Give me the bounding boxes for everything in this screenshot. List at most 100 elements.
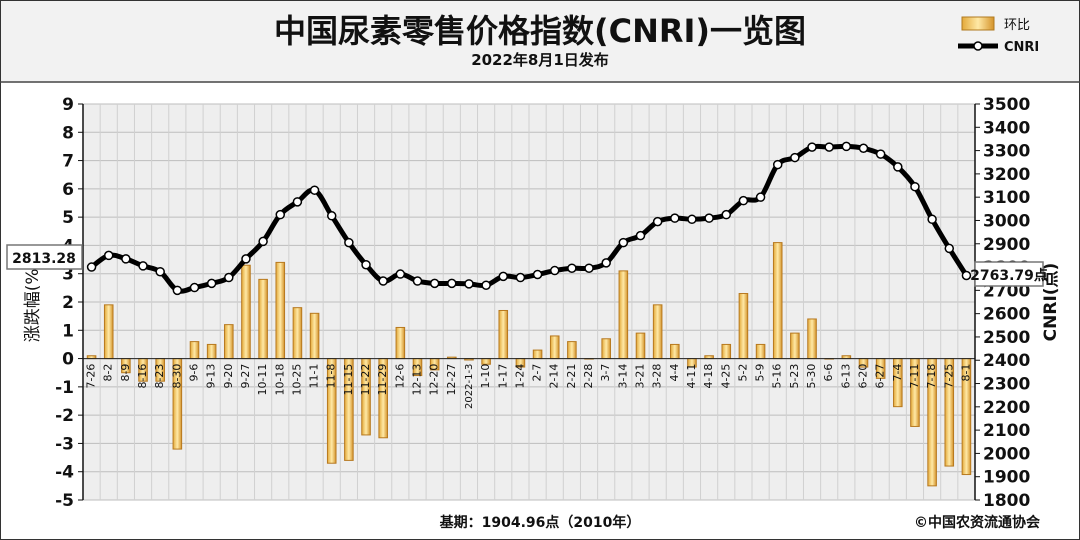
legend-line-marker (973, 41, 983, 51)
bar-2-14 (549, 335, 560, 360)
left-tick-label: 2 (62, 293, 74, 313)
bar-3-7 (601, 338, 611, 360)
cnri-point-2-14 (549, 265, 560, 276)
right-tick-label: 3400 (983, 118, 1030, 138)
right-tick-label: 2900 (983, 235, 1030, 255)
bar-1-17 (498, 309, 509, 360)
cnri-point-1-10 (481, 280, 491, 290)
bar-9-6 (189, 341, 200, 360)
left-tick-label: 5 (62, 208, 74, 228)
x-tick-label: 12-6 (393, 364, 406, 389)
x-tick-label: 8-16 (136, 364, 149, 389)
cnri-point-8-1 (961, 270, 972, 281)
x-tick-label: 5-9 (754, 364, 767, 382)
grid-lines (82, 103, 976, 501)
title-band (1, 1, 1079, 82)
left-tick-label: 0 (62, 350, 74, 370)
x-tick-label: 7-26 (85, 364, 98, 389)
bar-9-27 (241, 264, 251, 360)
x-tick-label: 11-1 (308, 364, 321, 389)
right-tick-label: 2300 (983, 375, 1030, 395)
cnri-point-8-30 (172, 285, 183, 296)
left-tick-label: -5 (55, 491, 74, 511)
x-tick-label: 6-6 (822, 364, 835, 382)
x-tick-label: 5-23 (788, 364, 801, 389)
cnri-point-7-11 (910, 181, 920, 192)
cnri-point-12-20 (429, 278, 440, 289)
x-tick-label: 8-1 (959, 364, 972, 382)
left-tick-label: 7 (62, 152, 74, 172)
left-tick-label: -1 (55, 378, 74, 398)
end-value-callout: 2763.79点 (970, 261, 1048, 287)
x-tick-label: 6-13 (839, 364, 852, 389)
cnri-point-8-9 (121, 254, 131, 264)
right-tick-label: 2600 (983, 305, 1030, 325)
right-tick-label: 2400 (983, 351, 1030, 371)
cnri-point-6-20 (858, 143, 869, 154)
cnri-point-2-7 (532, 269, 543, 280)
cnri-line-series (86, 141, 972, 296)
legend-bar-swatch (961, 16, 995, 31)
x-tick-label: 1-17 (496, 364, 509, 389)
x-tick-label: 10-25 (290, 364, 303, 396)
cnri-point-8-23 (155, 266, 165, 277)
cnri-line-path (90, 143, 969, 294)
x-tick-label: 11-22 (359, 364, 372, 396)
left-tick-label: -2 (55, 406, 74, 426)
x-tick-label: 2022-1-3 (464, 364, 475, 409)
x-tick-label: 12-27 (445, 364, 458, 396)
x-tick-label: 7-11 (908, 364, 921, 389)
bar-4-25 (721, 343, 732, 360)
x-tick-label: 4-4 (668, 364, 681, 382)
cnri-point-5-2 (738, 195, 749, 206)
x-tick-label: 12-20 (428, 364, 441, 396)
x-tick-label: 3-21 (634, 364, 647, 389)
cnri-point-11-29 (378, 276, 388, 286)
cnri-point-8-2 (103, 250, 114, 261)
cnri-point-9-13 (206, 278, 217, 289)
x-tick-label: 2-28 (582, 364, 595, 389)
x-tick-label: 11-29 (376, 364, 389, 396)
x-tick-label: 1-10 (479, 364, 492, 389)
right-tick-label: 3000 (983, 211, 1030, 231)
x-tick-label: 8-23 (153, 364, 166, 389)
cnri-point-12-6 (395, 269, 406, 279)
x-tick-label: 3-7 (599, 364, 612, 382)
right-tick-label: 2500 (983, 328, 1030, 348)
x-tick-label: 3-28 (651, 364, 664, 389)
bar-5-16 (772, 242, 783, 360)
cnri-point-5-16 (772, 159, 783, 170)
cnri-point-12-27 (447, 278, 457, 289)
left-tick-label: -4 (55, 463, 74, 483)
right-tick-label: 3500 (983, 95, 1030, 115)
bar-5-2 (738, 293, 749, 360)
left-tick-label: 3 (62, 265, 74, 285)
right-tick-label: 2200 (983, 398, 1030, 418)
x-tick-label: 4-25 (719, 364, 732, 389)
left-tick-label: -3 (55, 434, 74, 454)
cnri-point-11-8 (326, 211, 337, 221)
legend-bar-label: 环比 (1004, 18, 1030, 33)
cnri-point-10-25 (292, 197, 303, 207)
cnri-point-4-18 (704, 213, 714, 223)
bar-1-10 (481, 358, 491, 365)
bar-8-2 (103, 304, 114, 360)
cnri-point-7-25 (944, 243, 955, 254)
bar-10-18 (275, 261, 286, 360)
bar-2-7 (532, 349, 543, 360)
x-tick-label: 2-21 (565, 364, 578, 389)
bar-9-20 (224, 324, 234, 360)
cnri-point-6-6 (824, 142, 834, 152)
x-tick-label: 1-24 (513, 364, 526, 389)
chart-title: 中国尿素零售价格指数(CNRI)一览图 (274, 12, 806, 50)
cnri-point-10-11 (258, 236, 268, 247)
x-tick-label: 5-16 (771, 364, 784, 389)
bar-3-28 (652, 304, 663, 360)
bar-2-21 (567, 341, 577, 360)
bar-3-21 (635, 332, 646, 360)
x-tick-label: 8-2 (102, 364, 115, 382)
x-tick-label: 4-18 (702, 364, 715, 389)
bar-12-6 (395, 326, 406, 360)
x-tick-label: 9-27 (239, 364, 252, 389)
cnri-point-9-27 (241, 254, 251, 264)
